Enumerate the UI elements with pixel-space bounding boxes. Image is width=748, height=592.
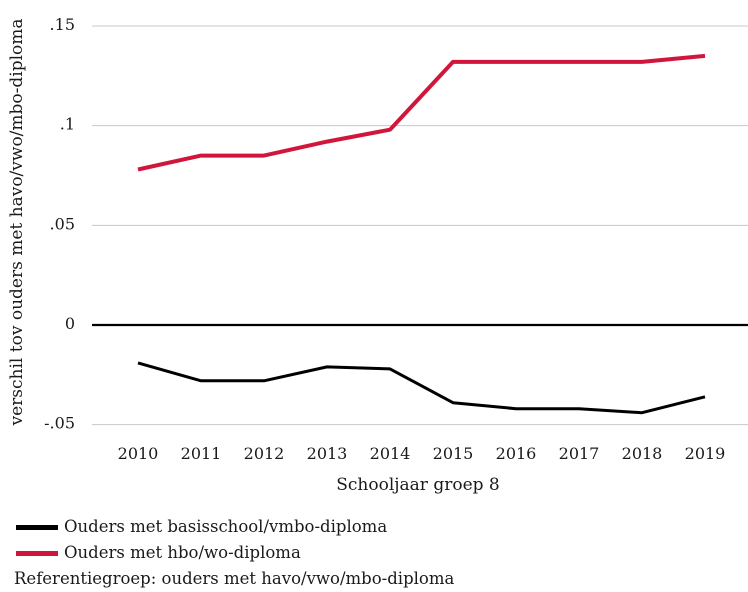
x-tick-label: 2015: [433, 444, 474, 463]
x-axis-title: Schooljaar groep 8: [336, 475, 500, 495]
y-tick-label: .05: [50, 214, 75, 233]
x-tick-label: 2014: [370, 444, 411, 463]
line-chart: -.050.05.1.15 2010 2011 2012 2013 2014 2015 20…: [7, 15, 748, 495]
legend-item-hbo: Ouders met hbo/wo-diploma: [14, 540, 454, 566]
x-tick-label: 2016: [496, 444, 537, 463]
y-tick-label: .1: [60, 115, 75, 134]
gridlines: [92, 25, 748, 426]
x-tick-label: 2017: [559, 444, 600, 463]
x-tick-label: 2013: [307, 444, 348, 463]
x-tick-label: 2018: [622, 444, 663, 463]
series-line-0: [137, 361, 706, 415]
x-tick-label: 2010: [118, 444, 159, 463]
series-lines: [137, 53, 706, 415]
x-tick-labels: 2010 2011 2012 2013 2014 2015 2016 2017 2018 2019: [118, 444, 726, 463]
legend-swatch-black: [16, 524, 58, 530]
reference-note: Referentiegroep: ouders met havo/vwo/mbo…: [14, 569, 455, 588]
y-tick-label: -.05: [44, 414, 75, 433]
legend-swatch-red: [16, 550, 58, 556]
y-tick-label: .15: [50, 15, 75, 34]
x-tick-label: 2019: [685, 444, 726, 463]
y-axis-title: verschil tov ouders met havo/vwo/mbo-dip…: [7, 18, 27, 426]
y-tick-labels: -.05 0 .05 .1 .15: [44, 15, 75, 433]
series-line-1: [137, 53, 706, 172]
y-tick-label: 0: [65, 314, 75, 333]
legend-label: Ouders met basisschool/vmbo-diploma: [64, 517, 388, 536]
legend-label: Ouders met hbo/wo-diploma: [64, 543, 301, 562]
legend-item-basisschool: Ouders met basisschool/vmbo-diploma: [14, 514, 454, 540]
x-tick-label: 2012: [244, 444, 285, 463]
x-tick-label: 2011: [181, 444, 222, 463]
legend: Ouders met basisschool/vmbo-diploma Oude…: [14, 514, 454, 592]
